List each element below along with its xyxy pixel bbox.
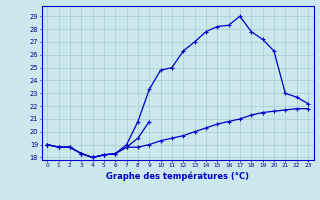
X-axis label: Graphe des températures (°C): Graphe des températures (°C) bbox=[106, 171, 249, 181]
